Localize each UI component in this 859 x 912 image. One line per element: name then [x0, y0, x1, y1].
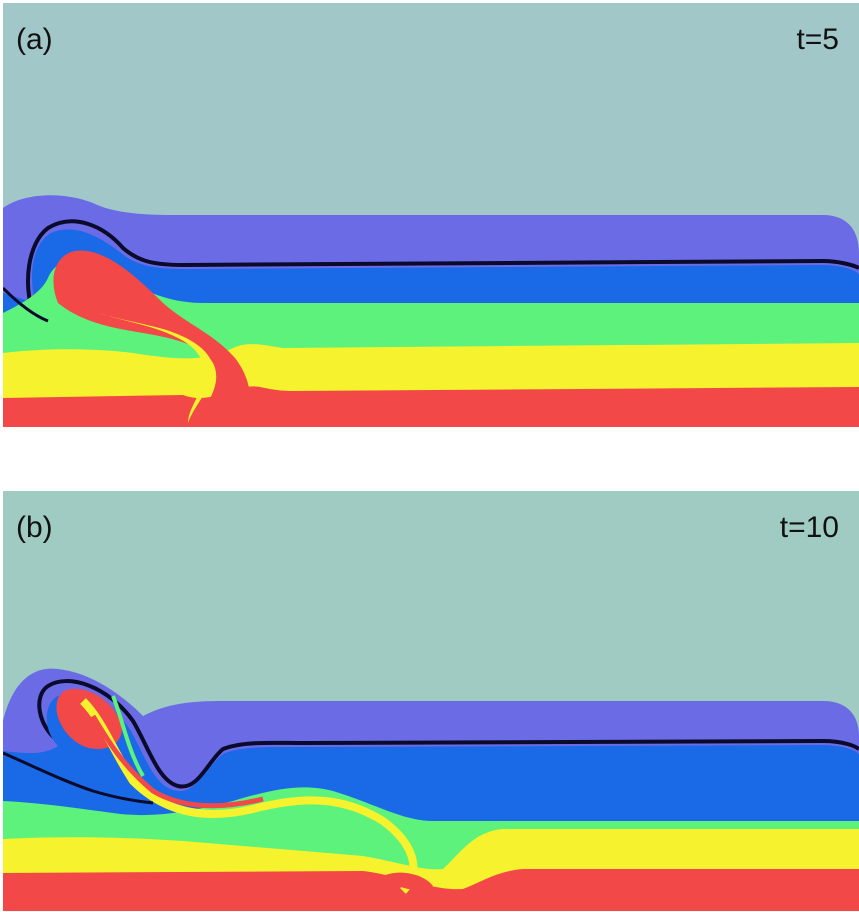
panel-a: (a) t=5 — [3, 3, 859, 427]
panel-b-field — [3, 491, 859, 911]
time-label: t=5 — [796, 23, 839, 56]
panel-b: (b) t=10 — [3, 491, 859, 911]
panel-label: (b) — [16, 511, 53, 544]
time-label: t=10 — [779, 511, 839, 544]
panel-a-field — [3, 3, 859, 427]
panel-label: (a) — [16, 23, 53, 56]
